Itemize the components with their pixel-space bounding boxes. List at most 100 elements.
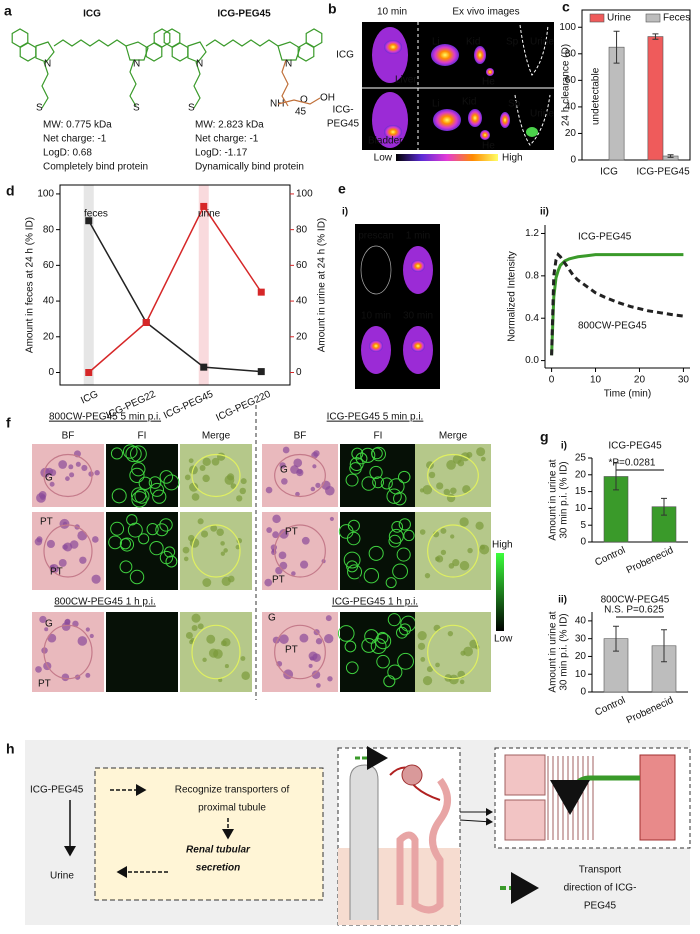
y-tick-label: 0 xyxy=(570,155,576,166)
marker xyxy=(85,217,93,225)
texture xyxy=(375,633,392,650)
y-tick-label: 10 xyxy=(575,503,587,514)
texture xyxy=(459,560,470,571)
texture xyxy=(392,563,408,580)
error-bar xyxy=(661,497,667,516)
texture xyxy=(388,528,404,544)
structure xyxy=(41,61,49,109)
texture xyxy=(199,465,206,471)
structure xyxy=(205,39,279,47)
legend-swatch xyxy=(589,13,605,23)
texture xyxy=(316,683,321,688)
series-line xyxy=(550,252,684,356)
texture xyxy=(274,624,326,680)
texture xyxy=(146,523,159,536)
region-label: PT xyxy=(38,679,51,690)
texture xyxy=(448,563,455,569)
texture xyxy=(481,456,486,462)
texture xyxy=(450,487,457,494)
micrograph xyxy=(340,444,416,507)
texture xyxy=(279,634,289,644)
texture xyxy=(129,467,145,483)
mouse-outline xyxy=(360,245,392,295)
organ-label: Sp xyxy=(506,37,519,48)
texture xyxy=(337,625,355,642)
texture xyxy=(343,551,361,569)
texture xyxy=(122,444,138,459)
part-label: i) xyxy=(342,207,348,218)
structure xyxy=(305,28,323,48)
structure xyxy=(277,97,321,105)
texture xyxy=(300,560,309,569)
texture xyxy=(216,452,226,461)
texture xyxy=(435,662,440,668)
y-tick-label: 1.2 xyxy=(525,228,539,239)
texture xyxy=(185,631,193,639)
texture xyxy=(221,576,231,587)
texture xyxy=(235,544,241,550)
y-axis-title: Normalized Intensity xyxy=(507,251,518,342)
texture xyxy=(108,535,123,550)
error-bar xyxy=(613,30,620,64)
bladder-outline xyxy=(519,24,549,76)
texture xyxy=(159,518,173,532)
part-label: ii) xyxy=(558,595,567,606)
texture xyxy=(345,661,359,675)
marker xyxy=(142,319,150,326)
texture xyxy=(182,546,190,554)
texture xyxy=(58,460,67,469)
texture xyxy=(163,474,180,491)
texture xyxy=(419,488,425,493)
texture xyxy=(388,478,405,495)
texture xyxy=(349,457,364,472)
structure xyxy=(35,41,55,63)
organ xyxy=(480,130,490,140)
part-label: ii) xyxy=(540,207,549,218)
y2-tick-label: 20 xyxy=(296,331,308,342)
texture xyxy=(191,453,241,498)
texture xyxy=(197,518,204,525)
panel-label: a xyxy=(4,3,12,19)
y-tick-label: 15 xyxy=(575,486,587,497)
y-tick-label: 0.0 xyxy=(525,355,539,366)
texture xyxy=(440,527,447,534)
y-tick-label: 5 xyxy=(580,520,586,531)
texture xyxy=(81,464,88,471)
y-tick-label: 80 xyxy=(565,48,577,59)
texture xyxy=(417,631,427,641)
texture xyxy=(152,489,167,504)
texture xyxy=(278,551,287,560)
texture xyxy=(155,523,169,537)
x-tick-label: 30 xyxy=(678,375,690,386)
compound-property: Net charge: -1 xyxy=(195,134,259,145)
region-label: PT xyxy=(285,645,298,656)
panel-label: f xyxy=(6,415,11,431)
texture xyxy=(191,524,241,578)
texture xyxy=(435,556,440,562)
y-tick-label: 60 xyxy=(565,75,577,86)
compound-property: Dynamically bind protein xyxy=(195,162,304,173)
texture xyxy=(274,524,326,578)
region-label: PT xyxy=(272,575,285,586)
texture xyxy=(420,657,426,662)
texture xyxy=(279,529,289,539)
header: Ex vivo images xyxy=(452,7,519,18)
cell xyxy=(504,754,546,796)
series-label: ICG-PEG45 xyxy=(578,232,632,243)
texture xyxy=(463,646,473,657)
region-label: PT xyxy=(285,527,298,538)
texture xyxy=(43,624,93,680)
y-tick-label: 10 xyxy=(575,669,587,680)
texture xyxy=(324,633,334,644)
plot-frame xyxy=(581,9,691,161)
texture xyxy=(422,676,433,686)
legend-label: Urine xyxy=(607,13,631,24)
texture xyxy=(325,615,332,622)
texture xyxy=(227,473,235,481)
legend-label: Feces xyxy=(663,13,690,24)
texture xyxy=(184,474,191,481)
texture xyxy=(64,619,71,626)
texture xyxy=(279,462,286,469)
column-header: Merge xyxy=(439,431,468,442)
texture xyxy=(39,615,47,624)
